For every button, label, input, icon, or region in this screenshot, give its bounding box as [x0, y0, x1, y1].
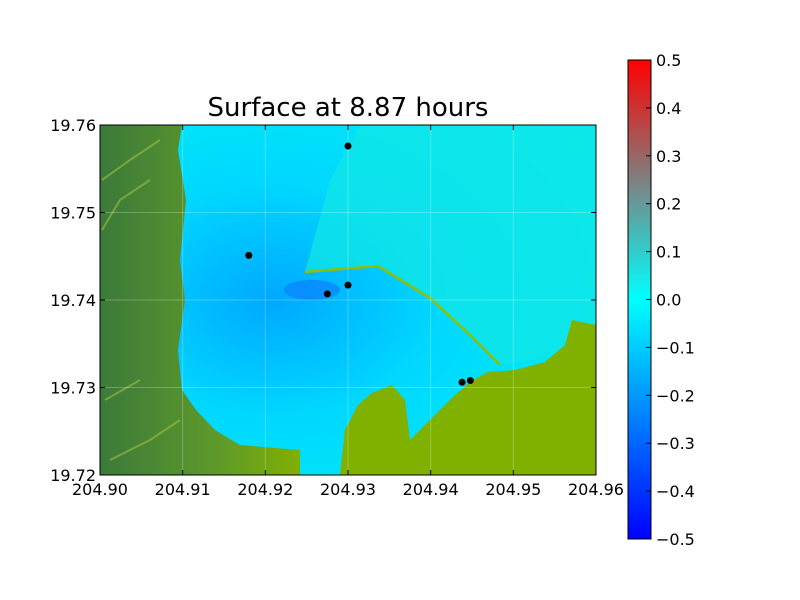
y-tick-label: 19.73 [50, 379, 96, 398]
x-tick-label: 204.96 [568, 480, 624, 499]
chart-title: Surface at 8.87 hours [208, 93, 489, 123]
land-south-east [340, 320, 596, 475]
colorbar-tick-label: 0.2 [656, 195, 681, 214]
open-ocean [305, 125, 596, 365]
plot-area [100, 125, 596, 475]
y-tick-label: 19.74 [50, 291, 96, 310]
colorbar-tick-label: 0.4 [656, 99, 681, 118]
colorbar-tick-label: 0.1 [656, 243, 681, 262]
colorbar-tick-label: −0.4 [656, 482, 695, 501]
gauge-point [245, 251, 253, 259]
gauge-markers [245, 142, 474, 386]
colorbar-tick-label: −0.1 [656, 338, 695, 357]
colorbar-tick-label: −0.3 [656, 434, 695, 453]
land-west [100, 125, 300, 475]
y-tick-label: 19.75 [50, 204, 96, 223]
x-tick-label: 204.95 [485, 480, 541, 499]
x-tick-label: 204.92 [237, 480, 293, 499]
colorbar-tick-label: 0.0 [656, 291, 681, 310]
land-channels [101, 139, 181, 461]
axis-ticks [99, 124, 597, 476]
x-tick-label: 204.93 [320, 480, 376, 499]
y-tick-label: 19.76 [50, 116, 96, 135]
x-tick-label: 204.94 [403, 480, 459, 499]
colorbar-tick-label: −0.2 [656, 386, 695, 405]
colorbar-tick-labels: 0.5 0.4 0.3 0.2 0.1 0.0 −0.1 −0.2 −0.3 −0.4 −0.5 [646, 51, 695, 549]
gauge-point [323, 290, 331, 298]
colorbar-tick-label: −0.5 [656, 530, 695, 549]
gauge-point [466, 377, 474, 384]
x-tick-labels: 204.90 204.91 204.92 204.93 204.94 204.95 204.… [72, 480, 624, 499]
colorbar-tick-label: 0.3 [656, 147, 681, 166]
y-tick-labels: 19.72 19.73 19.74 19.75 19.76 [50, 116, 96, 485]
colorbar-tick-label: 0.5 [656, 51, 681, 70]
y-tick-label: 19.72 [50, 466, 96, 485]
gauge-point [458, 378, 466, 386]
x-tick-label: 204.90 [72, 480, 128, 499]
breakwater [304, 264, 501, 366]
low-surface-patch [284, 280, 340, 300]
x-tick-label: 204.91 [155, 480, 211, 499]
gauge-point [344, 281, 352, 289]
grid-lines [100, 125, 596, 475]
gauge-point [344, 142, 352, 150]
